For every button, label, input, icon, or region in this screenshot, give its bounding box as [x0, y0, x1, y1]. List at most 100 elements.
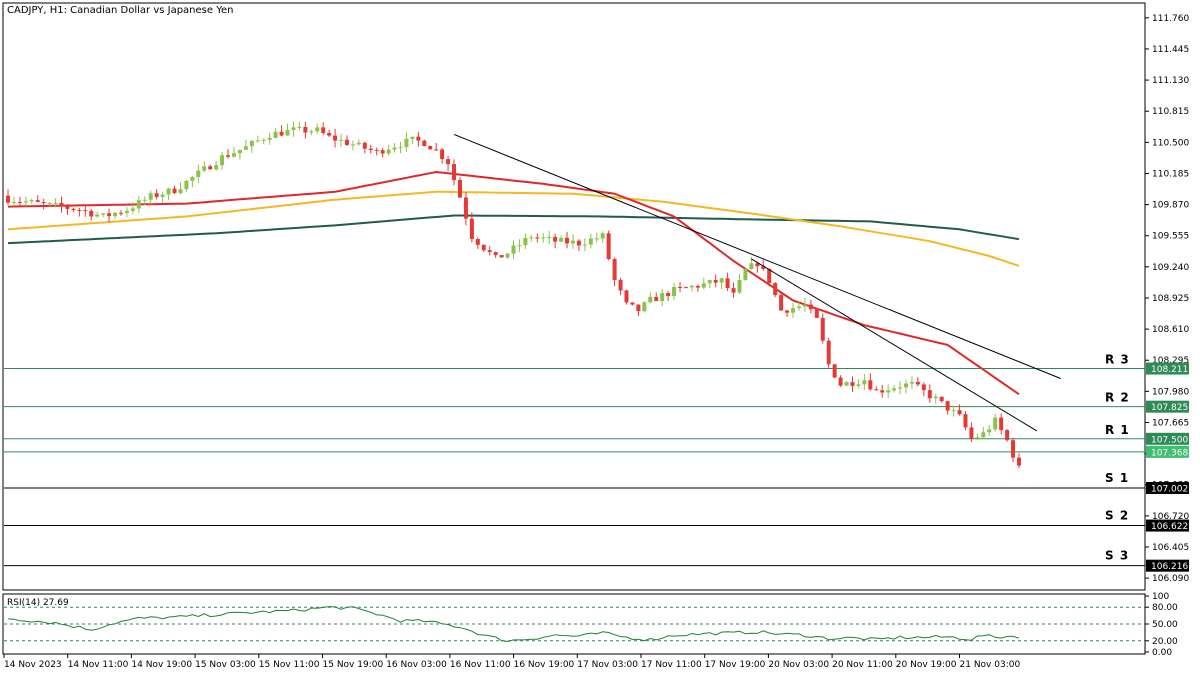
- price-tick-label: 111.445: [1152, 45, 1189, 55]
- bearish-candle: [374, 150, 379, 152]
- bearish-candle: [344, 139, 349, 145]
- bearish-candle: [808, 304, 813, 310]
- bullish-candle: [95, 214, 100, 217]
- bearish-candle: [226, 155, 231, 157]
- time-tick-label: 16 Nov 03:00: [386, 660, 447, 670]
- bearish-candle: [814, 309, 819, 318]
- bearish-candle: [832, 364, 837, 378]
- bullish-candle: [505, 253, 510, 258]
- bearish-candle: [636, 304, 641, 312]
- bearish-candle: [725, 278, 730, 289]
- bullish-candle: [315, 127, 320, 132]
- price-tick-label: 110.500: [1152, 138, 1189, 148]
- bearish-candle: [957, 410, 962, 415]
- bearish-candle: [713, 279, 718, 283]
- bearish-candle: [416, 136, 421, 141]
- bearish-candle: [761, 266, 766, 269]
- price-tick-label: 111.130: [1152, 76, 1189, 86]
- bullish-candle: [582, 244, 587, 246]
- time-tick-label: 16 Nov 19:00: [514, 660, 575, 670]
- trendline: [453, 133, 1061, 379]
- bullish-candle: [267, 137, 272, 140]
- level-price-text: 107.500: [1151, 435, 1188, 445]
- bullish-candle: [124, 210, 129, 213]
- bullish-candle: [101, 213, 106, 215]
- bullish-candle: [933, 396, 938, 399]
- bearish-candle: [333, 135, 338, 141]
- bullish-candle: [356, 142, 361, 145]
- time-tick-label: 20 Nov 03:00: [768, 660, 829, 670]
- level-price-box: [1146, 559, 1189, 572]
- bullish-candle: [309, 131, 314, 133]
- bearish-candle: [457, 180, 462, 198]
- bearish-candle: [773, 283, 778, 296]
- time-tick-label: 14 Nov 2023: [4, 660, 62, 670]
- bearish-candle: [362, 142, 367, 149]
- bearish-candle: [208, 166, 213, 170]
- bullish-candle: [261, 139, 266, 141]
- bullish-candle: [719, 278, 724, 283]
- bearish-candle: [606, 233, 611, 259]
- rsi-tick-label: 50.00: [1152, 620, 1178, 630]
- bullish-candle: [231, 153, 236, 157]
- bullish-candle: [547, 236, 552, 238]
- bearish-candle: [945, 401, 950, 411]
- bullish-candle: [672, 286, 677, 296]
- bearish-candle: [618, 279, 623, 291]
- bullish-candle: [202, 166, 207, 171]
- time-axis: 14 Nov 2023 14 Nov 11:00 14 Nov 19:00 15 No…: [3, 654, 1020, 670]
- bearish-candle: [880, 390, 885, 393]
- bullish-candle: [737, 279, 742, 293]
- time-tick-label: 17 Nov 03:00: [577, 660, 638, 670]
- bearish-candle: [850, 382, 855, 386]
- bearish-candle: [874, 389, 879, 391]
- bullish-candle: [386, 149, 391, 154]
- bearish-candle: [279, 131, 284, 136]
- bearish-candle: [939, 396, 944, 402]
- bearish-candle: [463, 197, 468, 219]
- price-tick-label: 110.185: [1152, 169, 1189, 179]
- chart-title: CADJPY, H1: Canadian Dollar vs Japanese …: [7, 5, 233, 16]
- bullish-candle: [904, 383, 909, 388]
- bullish-candle: [886, 390, 891, 393]
- rsi-tick-label: 20.00: [1152, 637, 1178, 647]
- rsi-tick-label: 100: [1152, 592, 1169, 602]
- bullish-candle: [559, 237, 564, 242]
- moving-averages: [7, 170, 1020, 396]
- bearish-candle: [493, 252, 498, 256]
- level-price-box: [1146, 519, 1189, 532]
- bearish-candle: [535, 237, 540, 239]
- level-price-text: 106.622: [1151, 522, 1188, 532]
- bearish-candle: [35, 200, 40, 202]
- bearish-candle: [89, 210, 94, 217]
- bullish-candle: [529, 237, 534, 239]
- price-tick-label: 107.980: [1152, 387, 1189, 397]
- bearish-candle: [321, 127, 326, 133]
- bullish-candle: [909, 381, 914, 384]
- bullish-candle: [398, 147, 403, 149]
- bearish-candle: [434, 149, 439, 151]
- price-tick-label: 108.610: [1152, 325, 1189, 335]
- bullish-candle: [255, 140, 260, 142]
- bullish-candle: [517, 245, 522, 247]
- bearish-candle: [695, 285, 700, 288]
- bearish-candle: [6, 195, 10, 203]
- candlesticks: [6, 121, 1021, 469]
- level-price-box: [1146, 445, 1189, 458]
- bearish-candle: [499, 255, 504, 258]
- bearish-candle: [820, 317, 825, 341]
- level-name: R 3: [1105, 353, 1130, 367]
- bullish-candle: [975, 437, 980, 439]
- level-name: S 3: [1105, 549, 1129, 563]
- price-tick-label: 109.870: [1152, 201, 1189, 211]
- time-tick-label: 17 Nov 19:00: [705, 660, 766, 670]
- bearish-candle: [779, 295, 784, 311]
- bullish-candle: [844, 382, 849, 386]
- time-tick-label: 14 Nov 19:00: [131, 660, 192, 670]
- bullish-candle: [130, 208, 135, 211]
- bullish-candle: [136, 200, 141, 209]
- bullish-candle: [707, 279, 712, 284]
- level-name: S 1: [1105, 471, 1129, 485]
